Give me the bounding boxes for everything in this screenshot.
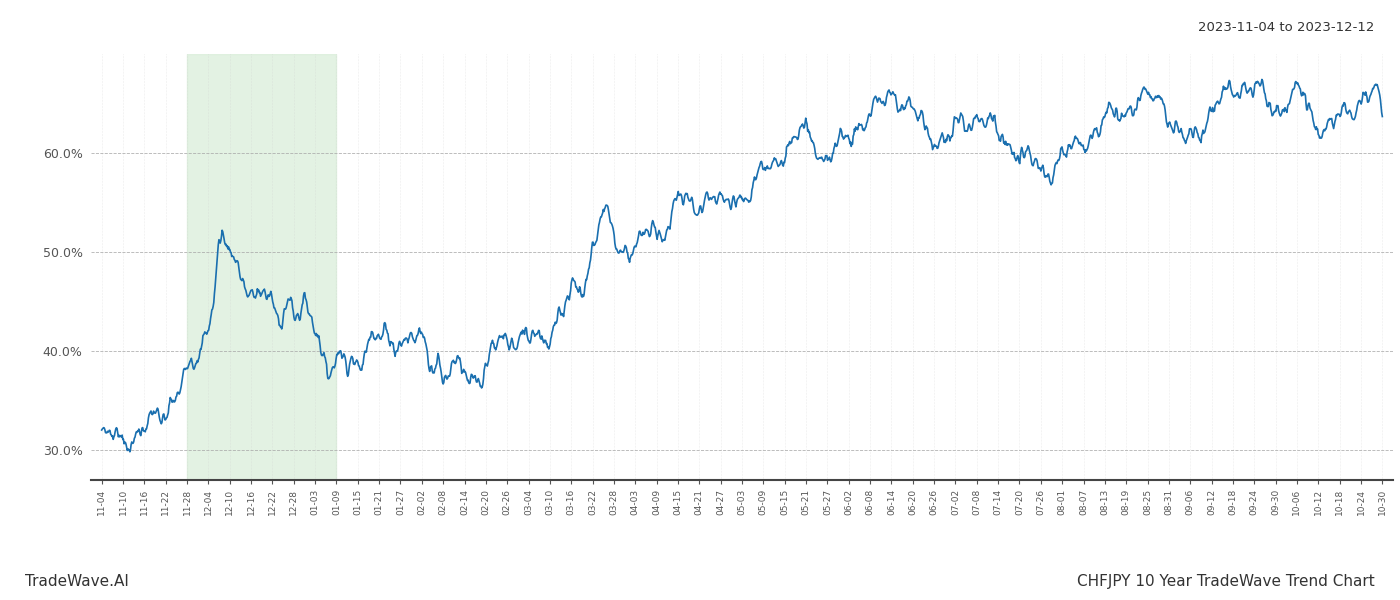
Bar xyxy=(188,54,336,480)
Text: CHFJPY 10 Year TradeWave Trend Chart: CHFJPY 10 Year TradeWave Trend Chart xyxy=(1077,574,1375,589)
Text: TradeWave.AI: TradeWave.AI xyxy=(25,574,129,589)
Text: 2023-11-04 to 2023-12-12: 2023-11-04 to 2023-12-12 xyxy=(1198,21,1375,34)
